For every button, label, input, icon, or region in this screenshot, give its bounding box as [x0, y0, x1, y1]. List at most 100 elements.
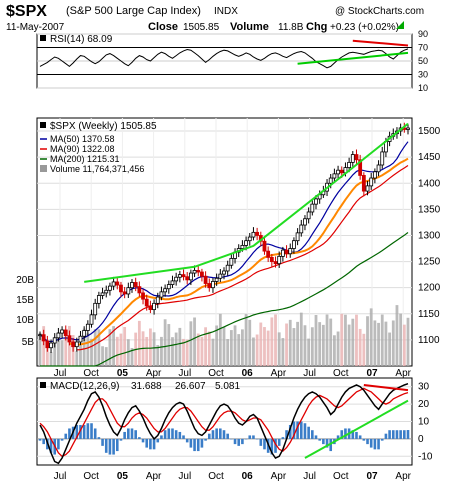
candle-body	[310, 203, 315, 213]
price-panel: 1100 1150 1200 1250 1300 1350 1400 1450 1500 $SP…	[16, 117, 441, 379]
candle-body	[211, 281, 215, 289]
volume-bar	[145, 336, 149, 366]
macd-histogram-bar	[115, 438, 119, 452]
price-tick-label: 1350	[418, 204, 441, 215]
volume-bar	[64, 337, 68, 366]
macd-histogram-bar	[196, 438, 200, 452]
macd-histogram-bar	[299, 421, 303, 439]
macd-histogram-bar	[233, 438, 237, 445]
macd-histogram-bar	[325, 438, 329, 448]
rsi-legend: RSI(14) 68.09	[50, 34, 113, 45]
macd-histogram-bar	[178, 431, 182, 439]
macd-histogram	[38, 421, 410, 455]
candle-body	[376, 164, 381, 173]
candle-body	[288, 248, 293, 255]
volume-bar	[42, 326, 46, 366]
candle-body	[255, 231, 260, 236]
macd-histogram-bar	[82, 424, 86, 439]
macd-histogram-bar	[281, 437, 285, 439]
candle-body	[133, 282, 138, 288]
candle-body	[303, 218, 307, 226]
macd-histogram-bar	[244, 438, 248, 440]
price-tick-label: 1200	[418, 283, 441, 294]
volume-bar	[112, 326, 115, 366]
macd-histogram-bar	[362, 438, 366, 441]
volume-bar	[101, 346, 104, 366]
volume-bar	[377, 322, 380, 366]
candle-body	[372, 171, 377, 179]
volume-bar	[402, 324, 406, 366]
volume-bar	[406, 317, 410, 366]
macd-histogram-bar	[318, 438, 321, 441]
macd-histogram-bar	[399, 430, 402, 439]
macd-histogram-bar	[130, 428, 134, 439]
candle-body	[148, 305, 153, 311]
volume-bars	[38, 305, 410, 366]
macd-histogram-bar	[42, 438, 45, 445]
macd-tick-label: -10	[418, 451, 433, 462]
macd-panel: MACD(12,26,9) 31.688 26.607 5.081 -10 0 10…	[36, 377, 433, 482]
volume-bar	[93, 329, 97, 366]
macd-tick-label: 20	[418, 399, 430, 410]
macd-histogram-bar	[311, 430, 314, 439]
candle-body	[126, 287, 131, 295]
volume-bar	[362, 333, 366, 366]
volume-bar	[329, 318, 333, 366]
candle-body	[119, 284, 123, 293]
volume-bar	[351, 318, 355, 366]
candle-body	[137, 286, 142, 294]
volume-bar	[130, 348, 134, 366]
chg-label: Chg	[306, 21, 327, 33]
rsi-tick-label: 70	[418, 43, 428, 53]
price-tick-label: 1400	[418, 178, 441, 189]
volume-bar	[303, 325, 307, 366]
rsi-line	[39, 48, 409, 69]
volume-bar	[244, 314, 248, 366]
x-tick-label-bottom: Oct	[333, 471, 349, 482]
volume-bar	[399, 313, 403, 366]
macd-histogram-bar	[351, 430, 355, 439]
rsi-support-trendline	[297, 51, 409, 65]
candle-body	[292, 240, 296, 249]
x-axis-ticks-bottom: Jul Oct 05 Apr Jul Oct 06 Apr Jul Oct 07 Apr	[54, 471, 412, 482]
legend-label-3: Volume 11,764,371,456	[50, 164, 144, 174]
symbol: $SPX	[6, 3, 47, 20]
macd-histogram-bar	[403, 430, 406, 439]
candle-body	[247, 236, 252, 242]
macd-histogram-bar	[259, 438, 263, 446]
volume-bar	[318, 322, 322, 366]
candle-body	[177, 274, 182, 278]
candle-body	[60, 329, 64, 334]
x-tick-label-bottom: Jul	[54, 471, 67, 482]
candle-body	[299, 224, 304, 234]
macd-histogram-bar	[182, 435, 185, 439]
macd-histogram-bar	[222, 430, 226, 439]
macd-histogram-bar	[388, 430, 391, 439]
x-axis-ticks: Jul Oct 05 Apr Jul Oct 06 Apr Jul Oct 07 Apr	[54, 368, 412, 379]
candle-body	[365, 185, 370, 192]
macd-histogram-bar	[307, 426, 310, 439]
macd-value: 31.688	[131, 381, 162, 392]
price-ticks: 1100 1150 1200 1250 1300 1350 1400 1450 1500	[418, 126, 441, 346]
candle-body	[244, 240, 248, 246]
macd-histogram-bar	[171, 428, 174, 439]
macd-histogram-bar	[60, 438, 64, 441]
candle-body	[225, 264, 230, 272]
macd-histogram-bar	[160, 435, 163, 439]
upper-trendline	[84, 122, 409, 283]
candle-body	[181, 274, 186, 278]
volume-bar	[104, 347, 108, 366]
volume-bar	[167, 324, 171, 366]
macd-histogram-bar	[207, 433, 211, 439]
x-tick-label: Jul	[54, 368, 67, 379]
volume-bar	[248, 319, 252, 366]
volume-bar	[355, 314, 358, 366]
volume-tick-label: 5B	[22, 337, 35, 348]
macd-legend: MACD(12,26,9)	[50, 381, 119, 392]
legend-label-0: MA(50) 1370.58	[50, 134, 115, 144]
volume-bar	[115, 336, 119, 366]
volume-bar	[123, 327, 127, 366]
volume-bar	[292, 328, 296, 366]
macd-histogram-bar	[97, 437, 101, 439]
x-tick-label-bottom: 07	[366, 471, 378, 482]
